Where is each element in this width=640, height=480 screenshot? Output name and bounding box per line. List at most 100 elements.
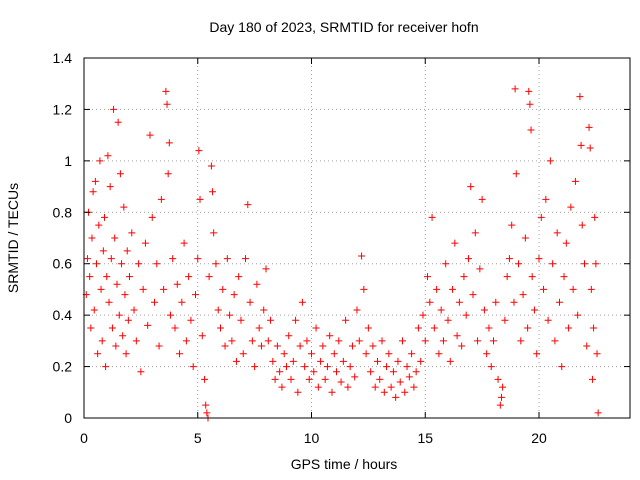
data-point [164, 170, 172, 178]
data-point [217, 324, 224, 332]
data-point [503, 273, 511, 281]
data-point [367, 368, 375, 376]
y-tick-label: 1.4 [53, 50, 73, 66]
data-point [201, 375, 209, 383]
data-point [98, 337, 106, 345]
data-point [195, 147, 203, 155]
data-point [176, 350, 184, 358]
data-point [314, 383, 322, 391]
data-point [106, 183, 114, 191]
data-point [521, 234, 529, 242]
data-point [435, 350, 443, 358]
data-point [239, 350, 247, 358]
data-point [153, 260, 161, 268]
data-point [405, 373, 413, 381]
data-point [410, 383, 418, 391]
data-point [257, 342, 265, 350]
data-point [108, 324, 116, 332]
data-point [544, 316, 552, 324]
data-point [88, 234, 96, 242]
data-point [348, 342, 356, 350]
data-point [308, 350, 315, 358]
data-point [533, 350, 541, 358]
data-point [132, 337, 140, 345]
data-point [119, 332, 127, 340]
data-point [426, 298, 434, 306]
data-point [94, 350, 102, 358]
data-point [86, 273, 94, 281]
data-point [214, 306, 222, 314]
data-point [442, 260, 450, 268]
data-point [449, 285, 457, 293]
data-point [89, 188, 97, 196]
data-point [358, 252, 366, 260]
data-point [369, 342, 377, 350]
data-point [144, 321, 152, 329]
data-point [105, 298, 113, 306]
data-point [467, 183, 475, 191]
data-point [333, 368, 341, 376]
data-point [294, 388, 302, 396]
data-point [271, 375, 279, 383]
data-point [428, 213, 436, 221]
data-point [501, 316, 509, 324]
data-point [458, 342, 466, 350]
data-point [387, 383, 395, 391]
data-point [121, 291, 129, 299]
data-point [115, 311, 123, 319]
y-tick-label: 0 [64, 410, 72, 426]
data-point [526, 100, 534, 108]
data-point [235, 273, 243, 281]
data-point [421, 337, 429, 345]
data-point [492, 298, 500, 306]
data-point [228, 337, 236, 345]
data-point [269, 357, 277, 365]
data-point [289, 357, 297, 365]
data-point [527, 126, 535, 134]
data-point [319, 342, 327, 350]
data-point [512, 170, 520, 178]
axis-ticks: 0 0.2 0.4 0.6 0.8 1 1.2 1.4 0 5 10 15 20 [53, 50, 630, 446]
data-point [122, 350, 130, 358]
data-point [128, 229, 136, 237]
data-point [189, 363, 197, 371]
data-point [540, 285, 548, 293]
data-point [476, 265, 484, 273]
data-point [433, 285, 441, 293]
data-point [588, 375, 596, 383]
data-point [485, 324, 493, 332]
data-point [515, 260, 523, 268]
data-point [112, 342, 120, 350]
data-point [376, 375, 384, 383]
data-point [576, 93, 584, 101]
data-point [499, 383, 507, 391]
data-point [223, 255, 231, 263]
data-point [160, 285, 168, 293]
data-point [166, 311, 174, 319]
data-point [560, 273, 568, 281]
data-point [535, 255, 543, 263]
data-point [107, 255, 115, 263]
data-point [462, 311, 470, 319]
data-point [244, 201, 252, 209]
data-point [130, 306, 138, 314]
data-point [371, 383, 379, 391]
data-point [453, 332, 461, 340]
data-point [171, 324, 179, 332]
data-point [135, 260, 143, 268]
data-point [296, 342, 304, 350]
data-point [178, 298, 186, 306]
data-point [591, 213, 599, 221]
data-point [303, 337, 311, 345]
data-point [310, 368, 318, 376]
data-point [517, 337, 525, 345]
x-axis-label: GPS time / hours [291, 456, 398, 472]
data-point [126, 273, 133, 281]
data-point [378, 337, 386, 345]
data-point [209, 188, 217, 196]
data-point [565, 324, 573, 332]
data-point [219, 285, 227, 293]
data-point [165, 139, 173, 147]
data-point [260, 306, 268, 314]
